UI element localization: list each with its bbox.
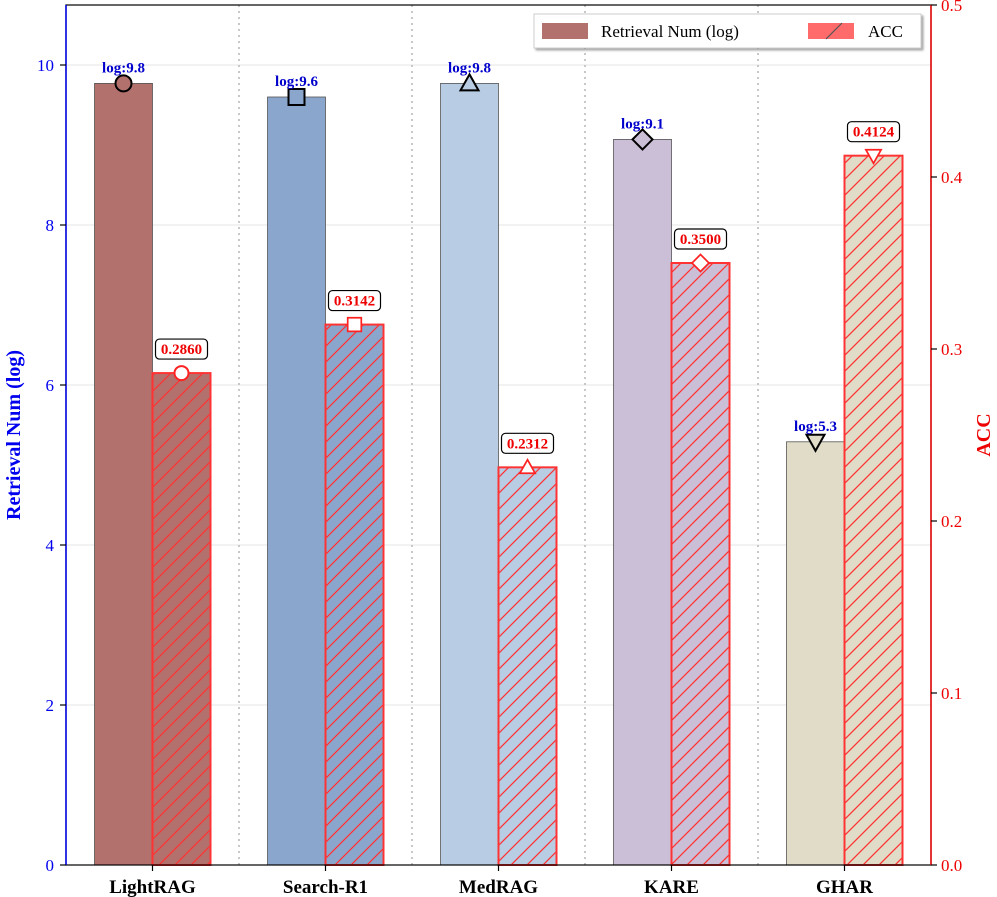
marker-triangle-up (458, 72, 481, 92)
legend-label-retrieval: Retrieval Num (log) (601, 22, 739, 41)
legend-hatch-mark (825, 22, 843, 40)
marker-acc-diamond (690, 253, 711, 273)
y-tick-label-left: 2 (46, 696, 55, 715)
x-tick-label: KARE (644, 877, 699, 897)
y-tick-label-right: 0.4 (941, 168, 963, 187)
data-label-acc-box (673, 228, 728, 250)
axes: LightRAG Search-R1 MedRAG KARE GHAR 0 2 4 6 8 10 0.… (37, 0, 963, 897)
bar-retrieval-Search-R1 (267, 96, 326, 866)
data-label-retrieval: log:9.6 (275, 74, 318, 90)
data-label-acc: 0.2312 (507, 436, 548, 452)
y-tick-label-right: 0.2 (941, 512, 962, 531)
data-label-acc-box (500, 432, 555, 454)
marker-triangle-down (804, 433, 827, 453)
x-tick-label: Search-R1 (283, 877, 368, 897)
y-tick-label-left: 8 (46, 216, 55, 235)
bar-acc-MedRAG (497, 466, 558, 866)
marker-diamond (631, 127, 654, 151)
data-label-acc-box (846, 121, 901, 143)
legend: Retrieval Num (log) ACC (533, 13, 922, 49)
bar-retrieval-LightRAG (94, 83, 153, 866)
bars (94, 83, 904, 866)
legend-label-acc: ACC (868, 22, 903, 41)
marker-acc-triangle-down (864, 148, 883, 166)
bar-acc-Search-R1 (324, 323, 385, 866)
data-label-acc-box (154, 338, 209, 360)
marker-acc-circle (173, 365, 190, 382)
bar-acc-KARE (670, 262, 731, 866)
marker-acc-square (346, 316, 363, 333)
y-tick-label-right: 0.0 (941, 856, 962, 875)
bar-retrieval-MedRAG (440, 83, 499, 866)
data-label-acc: 0.4124 (853, 125, 895, 141)
bar-retrieval-KARE (613, 138, 672, 866)
y-axis-right-label: ACC (973, 413, 995, 456)
data-label-acc: 0.3500 (680, 232, 721, 248)
y-tick-label-left: 10 (37, 56, 54, 75)
x-tick-label: GHAR (816, 877, 873, 897)
y-tick-label-left: 0 (46, 856, 55, 875)
data-label-acc-box (327, 289, 382, 312)
data-label-retrieval: log:9.8 (102, 60, 145, 76)
marker-square (287, 88, 306, 106)
legend-swatch-acc (808, 23, 854, 39)
data-label-retrieval: log:9.8 (448, 60, 491, 76)
y-tick-label-right: 0.5 (941, 0, 962, 15)
bar-acc-LightRAG (151, 372, 212, 866)
legend-swatch-retrieval (542, 23, 588, 39)
data-label-acc: 0.2860 (161, 342, 202, 358)
bar-acc-GHAR (843, 154, 904, 866)
data-label-retrieval: log:9.1 (621, 116, 664, 132)
legend-box (533, 13, 922, 49)
marker-circle (114, 74, 133, 93)
bar-retrieval-GHAR (786, 441, 845, 866)
x-tick-label: LightRAG (109, 877, 196, 897)
y-axis-left-label: Retrieval Num (log) (3, 350, 25, 520)
y-tick-label-right: 0.1 (941, 684, 962, 703)
data-labels: log:9.8 0.2860 log:9.6 0.3142 log:9.8 0.2312 l… (102, 60, 901, 475)
y-tick-label-right: 0.3 (941, 340, 962, 359)
y-tick-label-left: 4 (46, 536, 55, 555)
data-label-retrieval: log:5.3 (794, 419, 837, 435)
x-tick-label: MedRAG (459, 877, 538, 897)
data-label-acc: 0.3142 (334, 294, 375, 310)
marker-acc-triangle-up (518, 457, 537, 475)
y-tick-label-left: 6 (46, 376, 55, 395)
